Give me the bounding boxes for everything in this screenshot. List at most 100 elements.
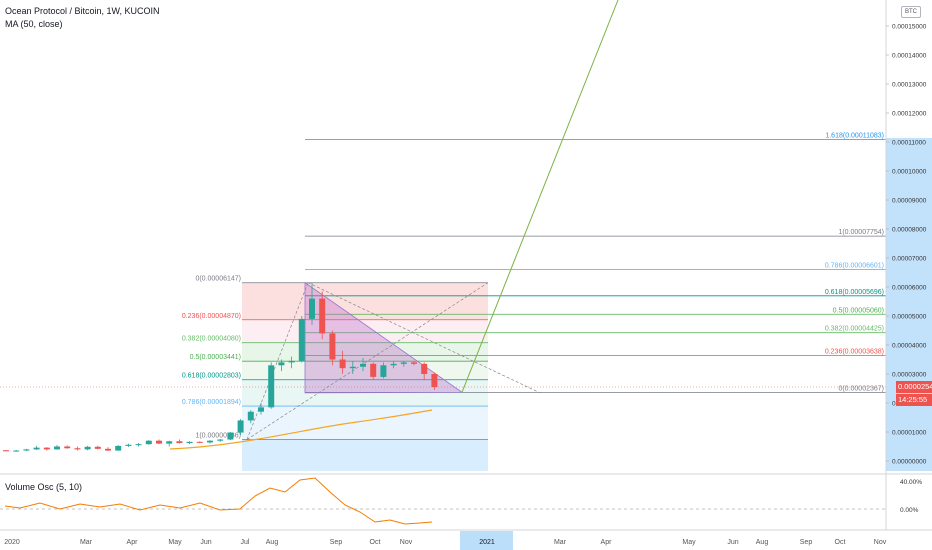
volume-osc-legend[interactable]: Volume Osc (5, 10) bbox=[5, 482, 83, 492]
candle-body bbox=[400, 362, 407, 364]
candle-body bbox=[3, 450, 9, 452]
candle-body bbox=[54, 446, 60, 450]
candle-body bbox=[207, 440, 213, 443]
price-tick-label: 0.00000000 bbox=[892, 459, 927, 466]
fib-extension-label: 0(0.00002367) bbox=[838, 385, 884, 392]
price-tick-label: 0.00007000 bbox=[892, 256, 927, 263]
candle-body bbox=[33, 447, 40, 450]
moving-average-line bbox=[169, 409, 433, 450]
candle-body bbox=[278, 362, 285, 366]
fib-zone bbox=[242, 282, 488, 320]
time-axis-label: Apr bbox=[601, 539, 613, 546]
candle-body bbox=[247, 411, 254, 421]
price-tick-label: 0.00006000 bbox=[892, 285, 927, 292]
time-axis-label: Oct bbox=[370, 539, 381, 546]
candle-body bbox=[84, 446, 91, 450]
trend-dashed-3 bbox=[307, 282, 541, 394]
projection-line bbox=[461, 0, 619, 393]
time-axis-label: Aug bbox=[756, 539, 769, 546]
fib-extension-label: 0.236(0.00003638) bbox=[825, 348, 884, 355]
price-tick-label: 0.00009000 bbox=[892, 198, 927, 205]
candle-body bbox=[349, 366, 356, 369]
fib-extension-label: 1(0.00007754) bbox=[838, 229, 884, 236]
candle-body bbox=[105, 448, 111, 451]
candle-body bbox=[370, 363, 377, 377]
candle-body bbox=[258, 407, 264, 412]
price-tick-label: 0.00010000 bbox=[892, 169, 927, 176]
price-tick-label: 0.00008000 bbox=[892, 227, 927, 234]
time-axis-label: May bbox=[168, 539, 182, 546]
trend-dashed-2 bbox=[246, 282, 489, 440]
price-tick-label: 0.00011000 bbox=[892, 140, 926, 147]
fib-retracement-label: 0.382(0.00004080) bbox=[182, 336, 241, 343]
time-axis-label: Nov bbox=[874, 539, 887, 546]
candle-body bbox=[156, 440, 162, 444]
ma-legend[interactable]: MA (50, close) bbox=[5, 19, 63, 29]
time-axis-label: Sep bbox=[330, 539, 343, 546]
time-axis-label: Nov bbox=[400, 539, 413, 546]
fib-extension-label: 0.5(0.00005060) bbox=[833, 307, 884, 314]
price-tick-label: 0.00005000 bbox=[892, 314, 927, 321]
time-axis-label: Aug bbox=[266, 539, 279, 546]
current-price-tag: 0.00002545 bbox=[896, 381, 932, 393]
fib-zone bbox=[242, 406, 488, 440]
candle-body bbox=[125, 444, 132, 446]
price-tick-label: 0.00004000 bbox=[892, 343, 927, 350]
time-axis-label: Jun bbox=[727, 539, 738, 546]
candle-body bbox=[227, 432, 234, 440]
candle-body bbox=[64, 446, 71, 449]
candle-body bbox=[237, 420, 244, 433]
candle-body bbox=[298, 318, 305, 361]
time-axis-label: 2020 bbox=[4, 539, 20, 546]
time-axis-label: Mar bbox=[554, 539, 567, 546]
candle-body bbox=[145, 440, 152, 445]
price-tick-label: 0.00015000 bbox=[892, 24, 927, 31]
time-axis-label: Oct bbox=[835, 539, 846, 546]
price-tick-label: 0.00012000 bbox=[892, 111, 927, 118]
fib-extension-label: 0.786(0.00006601) bbox=[825, 263, 884, 270]
price-scale-highlight bbox=[886, 138, 932, 471]
candle-body bbox=[309, 298, 315, 319]
price-tick-label: 0.00003000 bbox=[892, 372, 927, 379]
time-axis-label: May bbox=[682, 539, 696, 546]
time-axis-label: Sep bbox=[800, 539, 813, 546]
candle-body bbox=[380, 365, 387, 377]
time-axis-label: Jul bbox=[241, 539, 250, 546]
candle-body bbox=[390, 363, 397, 366]
fib-retracement-label: 0.618(0.00002803) bbox=[182, 373, 241, 380]
candle-body bbox=[339, 359, 346, 369]
fib-retracement-label: 1(0.00000736) bbox=[195, 433, 241, 440]
fib-retracement-label: 0.5(0.00003441) bbox=[190, 354, 241, 361]
time-highlight bbox=[460, 531, 513, 550]
candle-body bbox=[74, 448, 81, 450]
time-axis-label: Mar bbox=[80, 539, 93, 546]
price-tick-label: 0.00014000 bbox=[892, 53, 927, 60]
fib-extension-label: 1.618(0.00011083) bbox=[825, 133, 884, 140]
candle-body bbox=[411, 362, 417, 364]
candle-body bbox=[360, 363, 366, 367]
fib-extension-label: 0.618(0.00005696) bbox=[825, 289, 884, 296]
candle-body bbox=[135, 444, 142, 446]
candle-body bbox=[186, 441, 193, 444]
fib-zone-base bbox=[242, 439, 488, 471]
osc-level-label: 40.00% bbox=[900, 479, 922, 486]
candle-body bbox=[176, 441, 183, 444]
candle-body bbox=[196, 441, 203, 443]
osc-level-label: 0.00% bbox=[900, 507, 919, 514]
fib-extension-label: 0.382(0.00004425) bbox=[825, 326, 884, 333]
candle-body bbox=[421, 363, 428, 374]
time-axis-label: 2021 bbox=[479, 539, 495, 546]
candle-body bbox=[115, 445, 122, 451]
candle-body bbox=[43, 447, 50, 450]
fib-retracement-label: 0.236(0.00004870) bbox=[182, 313, 241, 320]
candle-body bbox=[268, 365, 275, 408]
time-axis-label: Apr bbox=[127, 539, 139, 546]
candle-body bbox=[217, 439, 224, 441]
time-axis-label: Jun bbox=[200, 539, 211, 546]
fib-retracement-label: 0.786(0.00001894) bbox=[182, 399, 241, 406]
candle-body bbox=[319, 298, 326, 334]
volume-osc-line bbox=[4, 477, 433, 525]
currency-button[interactable]: BTC bbox=[901, 6, 921, 18]
